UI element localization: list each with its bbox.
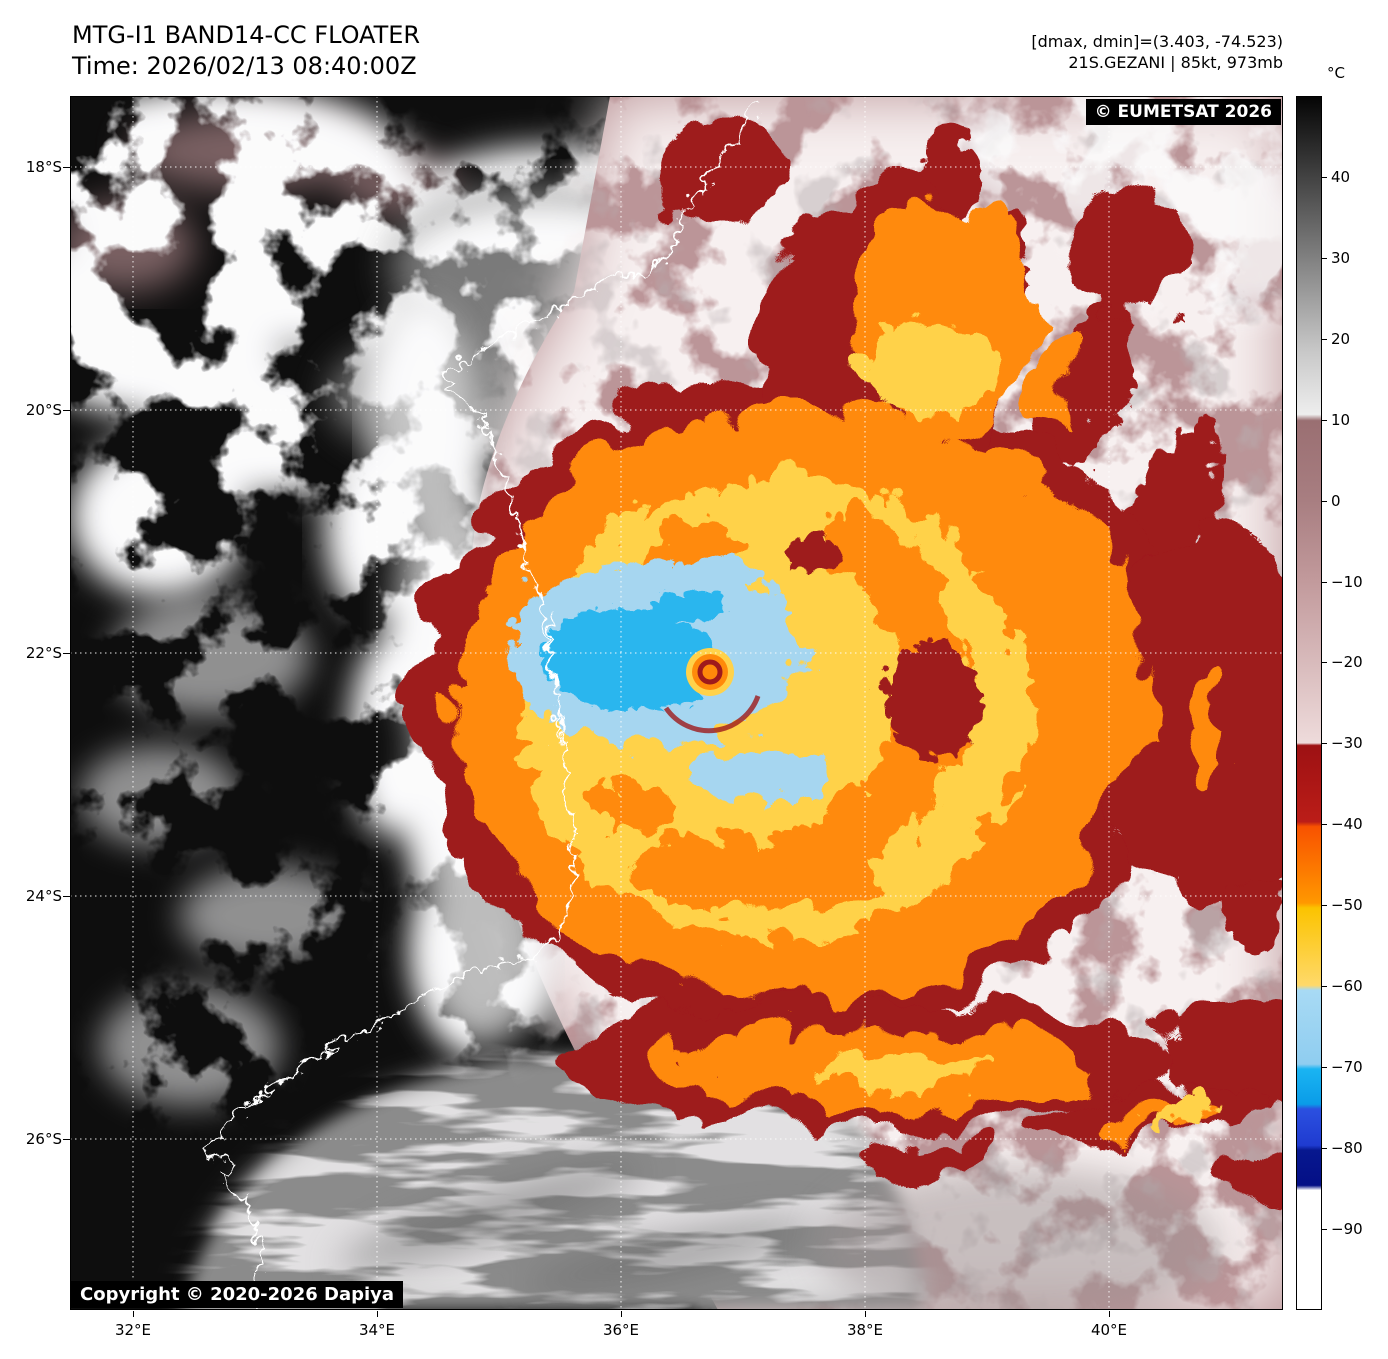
colorbar-tick-label: −20 [1331, 653, 1363, 671]
axis-tick [63, 1139, 70, 1140]
cyclone-cyan-layer [534, 588, 720, 702]
colorbar [1296, 96, 1322, 1310]
colorbar-tick [1321, 662, 1327, 663]
colorbar-tick [1321, 258, 1327, 259]
colorbar-tick-label: −40 [1331, 815, 1363, 833]
colorbar-tick [1321, 824, 1327, 825]
colorbar-tick [1321, 1148, 1327, 1149]
lon-tick-label: 38°E [846, 1321, 884, 1339]
colorbar-tick [1321, 420, 1327, 421]
colorbar-tick [1321, 339, 1327, 340]
cyclone-eye [663, 648, 761, 734]
cyclone-inner-coldspots [779, 530, 976, 754]
colorbar-tick-label: −10 [1331, 573, 1363, 591]
colorbar-tick [1321, 905, 1327, 906]
lat-tick-label: 24°S [25, 887, 62, 905]
storm-info-label: 21S.GEZANI | 85kt, 973mb [1068, 53, 1283, 72]
graticule [70, 96, 1283, 1310]
colorbar-tick [1321, 582, 1327, 583]
page-title: MTG-I1 BAND14-CC FLOATER [72, 21, 421, 49]
map-plot [70, 96, 1283, 1310]
axis-tick [865, 1311, 866, 1317]
colorbar-tick-label: −90 [1331, 1220, 1363, 1238]
axis-tick [621, 1311, 622, 1317]
coastline [199, 96, 756, 1310]
colorbar-gradient [1297, 97, 1321, 1309]
colorbar-tick-label: −60 [1331, 977, 1363, 995]
axis-tick [63, 653, 70, 654]
dmax-dmin-label: [dmax, dmin]=(3.403, -74.523) [1031, 32, 1283, 51]
lon-tick-label: 40°E [1090, 1321, 1128, 1339]
cloud-field-midleft [80, 596, 360, 1106]
colorbar-tick-label: −80 [1331, 1139, 1363, 1157]
lat-tick-label: 20°S [25, 401, 62, 419]
axis-tick [1109, 1311, 1110, 1317]
lon-tick-label: 32°E [114, 1321, 152, 1339]
colorbar-tick [1321, 501, 1327, 502]
lat-tick-label: 18°S [25, 158, 62, 176]
colorbar-tick [1321, 743, 1327, 744]
colorbar-tick-label: −70 [1331, 1058, 1363, 1076]
axis-tick [133, 1311, 134, 1317]
header-right: [dmax, dmin]=(3.403, -74.523) 21S.GEZANI… [1031, 31, 1283, 73]
satellite-image [70, 96, 1283, 1310]
colorbar-tick [1321, 986, 1327, 987]
colorbar-tick [1321, 1067, 1327, 1068]
lat-tick-label: 26°S [25, 1130, 62, 1148]
axis-tick [63, 167, 70, 168]
low-cloud-deck [182, 1052, 1220, 1310]
eumetsat-badge: © EUMETSAT 2026 [1085, 99, 1281, 125]
lat-tick-label: 22°S [25, 644, 62, 662]
colorbar-tick-label: 0 [1331, 492, 1341, 510]
header-left: MTG-I1 BAND14-CC FLOATER Time: 2026/02/1… [72, 20, 420, 82]
colorbar-tick-label: 10 [1331, 411, 1351, 429]
copyright-badge: Copyright © 2020-2026 Dapiya [71, 1281, 404, 1308]
lon-tick-label: 34°E [358, 1321, 396, 1339]
axis-tick [63, 896, 70, 897]
colorbar-tick [1321, 177, 1327, 178]
map-frame [70, 96, 1283, 1310]
colorbar-tick-label: 30 [1331, 249, 1351, 267]
axis-tick [377, 1311, 378, 1317]
colorbar-tick [1321, 1229, 1327, 1230]
page-subtitle-time: Time: 2026/02/13 08:40:00Z [72, 52, 417, 80]
axis-tick [63, 410, 70, 411]
colorbar-tick-label: −30 [1331, 734, 1363, 752]
colorbar-tick-label: −50 [1331, 896, 1363, 914]
colorbar-tick-label: 20 [1331, 330, 1351, 348]
colorbar-tick-label: 40 [1331, 168, 1351, 186]
lon-tick-label: 36°E [602, 1321, 640, 1339]
colorbar-unit-label: °C [1327, 64, 1345, 82]
